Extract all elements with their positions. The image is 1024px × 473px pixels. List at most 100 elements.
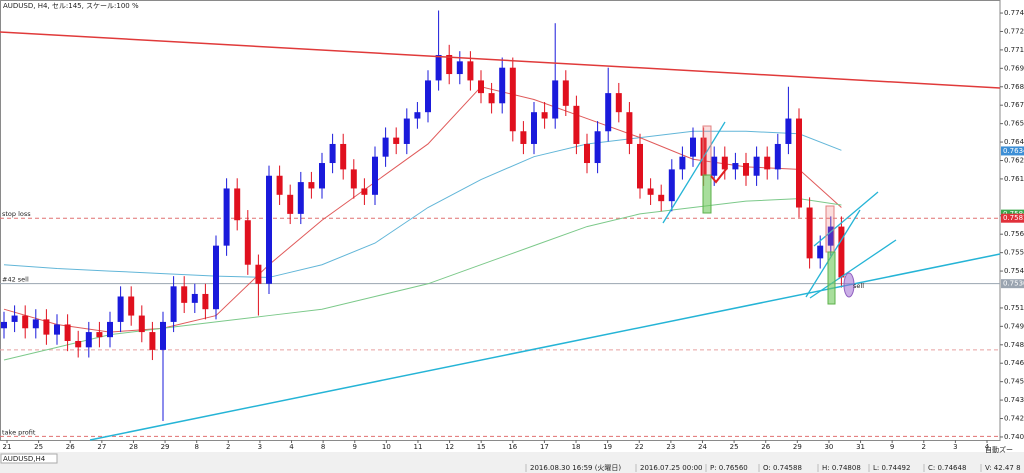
level-label: #42 sell xyxy=(2,276,29,284)
price-tag xyxy=(1001,279,1024,289)
resistance-line xyxy=(0,31,1001,89)
candle-body xyxy=(658,194,665,202)
x-tick-label: 29 xyxy=(793,443,802,451)
candle-body xyxy=(319,163,325,189)
y-tick-label: 0.75545 xyxy=(1004,249,1024,257)
candle-body xyxy=(414,112,421,119)
x-tick-label: 3 xyxy=(258,443,262,451)
status-text: P: 0.76560 xyxy=(710,464,748,472)
candle-body xyxy=(446,54,453,75)
x-tick-label: 22 xyxy=(635,443,644,451)
x-tick-label: 30 xyxy=(824,443,833,451)
x-tick-label: 11 xyxy=(414,443,423,451)
highlight-box xyxy=(702,174,712,214)
candle-body xyxy=(170,286,177,322)
candle-body xyxy=(425,80,431,113)
candle-body xyxy=(128,296,135,316)
candle-body xyxy=(393,137,400,144)
candle-body xyxy=(181,286,188,303)
candle-body xyxy=(308,182,315,189)
level-label: stop loss xyxy=(2,210,31,218)
x-tick-label: 9 xyxy=(353,443,357,451)
x-tick-label: 15 xyxy=(477,443,486,451)
candle-body xyxy=(85,332,92,348)
candle-body xyxy=(478,80,484,94)
x-tick-label: 18 xyxy=(572,443,581,451)
marker-ellipse xyxy=(843,272,855,298)
candle-body xyxy=(637,143,643,189)
candle-body xyxy=(213,245,219,310)
x-tick-label: 16 xyxy=(508,443,517,451)
y-tick-label: 0.76270 xyxy=(1004,156,1024,164)
candle-body xyxy=(605,93,612,132)
candle-body xyxy=(796,118,802,208)
candle-body xyxy=(149,332,156,350)
x-tick-label: 26 xyxy=(66,443,75,451)
channel-line xyxy=(809,239,897,299)
x-tick-label: 28 xyxy=(129,443,138,451)
candle-body xyxy=(764,156,771,170)
x-tick-label: 26 xyxy=(761,443,770,451)
y-tick-label: 0.76415 xyxy=(1004,138,1024,146)
highlight-box xyxy=(827,251,836,305)
status-text: C: 0.74648 xyxy=(928,464,966,472)
candle-body xyxy=(774,143,781,170)
right-tab-label[interactable]: 自動ズー xyxy=(985,445,1013,454)
x-tick-label: 19 xyxy=(603,443,612,451)
candle-body xyxy=(488,93,495,104)
status-text: H: 0.74808 xyxy=(822,464,861,472)
drawings xyxy=(0,31,1001,441)
candle-body xyxy=(32,319,39,329)
tab[interactable] xyxy=(0,453,58,464)
x-tick-label: 25 xyxy=(34,443,43,451)
candle-body xyxy=(668,169,675,202)
candle-body xyxy=(541,112,548,119)
candle-body xyxy=(690,137,696,157)
x-tick-label: 12 xyxy=(445,443,454,451)
y-tick-label: 0.75110 xyxy=(1004,304,1024,312)
candle-body xyxy=(382,137,389,157)
candle-body xyxy=(711,156,718,176)
y-tick-label: 0.74530 xyxy=(1004,378,1024,386)
x-tick-label: 21 xyxy=(3,443,12,451)
candle-body xyxy=(721,156,728,170)
candle-body xyxy=(531,112,537,144)
candle-body xyxy=(679,156,686,170)
x-tick-label: 27 xyxy=(97,443,106,451)
candle-body xyxy=(456,61,463,75)
y-tick-label: 0.77430 xyxy=(1004,9,1024,17)
candle-body xyxy=(244,220,251,265)
y-tick-label: 0.75690 xyxy=(1004,230,1024,238)
y-tick-label: 0.74675 xyxy=(1004,359,1024,367)
price-tag-label: 0.75816 xyxy=(1003,214,1024,222)
candle-body xyxy=(743,163,749,176)
candle-body xyxy=(11,315,18,322)
chart-title: AUDUSD, H4, セル:145, スケール:100 % xyxy=(3,2,139,10)
price-tag xyxy=(1001,213,1024,223)
tab-label[interactable]: AUDUSD,H4 xyxy=(3,455,46,463)
status-text: L: 0.74492 xyxy=(873,464,910,472)
candle-body xyxy=(573,105,580,144)
plot-frame xyxy=(0,0,1001,441)
x-tick-label: 3 xyxy=(953,443,957,451)
candle-body xyxy=(75,340,82,348)
y-tick-label: 0.77140 xyxy=(1004,46,1024,54)
x-tick-label: 29 xyxy=(161,443,170,451)
x-tick-label: 25 xyxy=(730,443,739,451)
candle-body xyxy=(372,156,378,195)
candle-body xyxy=(403,118,410,144)
y-tick-label: 0.77285 xyxy=(1004,27,1024,35)
status-text: 2016.08.30 16:59 (火曜日) xyxy=(530,464,621,472)
x-tick-label: 2 xyxy=(922,443,926,451)
candle-body xyxy=(552,80,559,119)
candle-body xyxy=(117,296,124,322)
y-tick-label: 0.74965 xyxy=(1004,322,1024,330)
annotation: sell xyxy=(853,282,864,290)
price-tag xyxy=(1001,146,1024,156)
x-tick-label: 17 xyxy=(540,443,549,451)
candle-body xyxy=(287,194,294,214)
candle-body xyxy=(562,80,569,106)
candle-body xyxy=(584,143,590,164)
candle-body xyxy=(255,264,262,284)
